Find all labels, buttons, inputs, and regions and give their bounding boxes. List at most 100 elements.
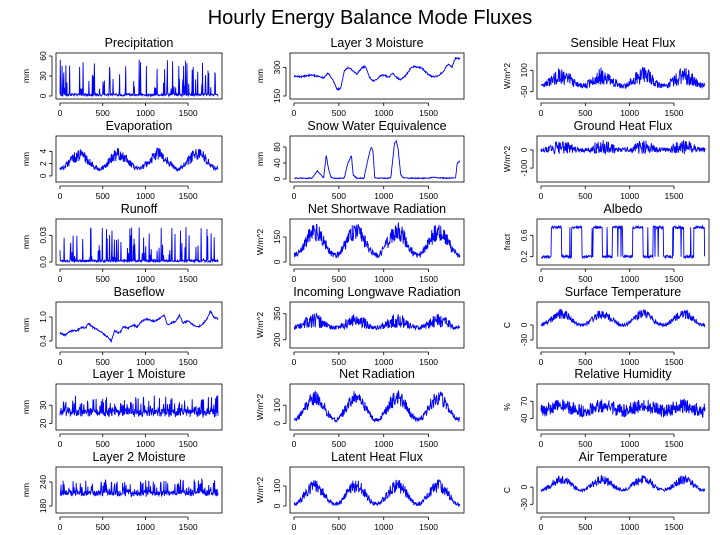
x-tick-label: 500 (332, 108, 346, 118)
panel-layer-2-moisture: Layer 2 Moisture 0 500 1000 1500 180 240 mm (21, 450, 223, 532)
y-axis-label: fract (502, 233, 512, 250)
panel-title: Layer 2 Moisture (92, 450, 185, 464)
y-axis-label: W/m^2 (255, 477, 265, 503)
series-line (540, 308, 706, 328)
panel-snow-water-equivalence: Snow Water Equivalence 0 500 1000 1500 0 40 80 m… (255, 119, 465, 201)
x-tick-label: 1000 (374, 108, 393, 118)
x-tick-label: 500 (578, 108, 592, 118)
panel-title: Incoming Longwave Radiation (293, 285, 461, 299)
panel-layer-1-moisture: Layer 1 Moisture 0 500 1000 1500 20 30 mm (21, 367, 223, 449)
panel-title: Relative Humidity (574, 367, 672, 381)
y-axis-label: mm (21, 152, 31, 166)
plot-frame (55, 135, 223, 183)
x-tick-label: 1500 (665, 191, 684, 201)
x-tick-label: 500 (96, 357, 110, 367)
x-tick-label: 1500 (665, 108, 684, 118)
plot-frame (536, 301, 710, 349)
plot-frame (536, 135, 710, 183)
y-tick-label: 100 (272, 479, 282, 493)
x-tick-label: 1000 (136, 357, 155, 367)
series-line (293, 139, 461, 180)
x-tick-label: 1500 (179, 191, 198, 201)
panel-ground-heat-flux: Ground Heat Flux 0 500 1000 1500 -100 0 W/m^2 (502, 119, 710, 201)
panel-title: Air Temperature (579, 450, 668, 464)
x-tick-label: 1500 (419, 191, 438, 201)
x-tick-label: 0 (539, 191, 544, 201)
panel-title: Layer 3 Moisture (330, 36, 423, 50)
series-line (541, 224, 706, 260)
y-tick-label: 0.6 (519, 229, 529, 241)
plot-frame (55, 52, 223, 100)
panel-title: Layer 1 Moisture (92, 367, 185, 381)
y-tick-label: 40 (519, 413, 529, 423)
y-tick-label: 200 (272, 332, 282, 346)
x-tick-label: 1000 (620, 439, 639, 449)
x-tick-label: 500 (332, 439, 346, 449)
y-tick-label: 30 (38, 71, 48, 81)
plot-frame (536, 218, 710, 266)
y-tick-label: 0 (519, 147, 529, 152)
y-tick-label: 0 (38, 173, 48, 178)
y-tick-label: 180 (38, 499, 48, 513)
y-tick-label: 0 (272, 259, 282, 264)
x-tick-label: 1000 (136, 191, 155, 201)
y-tick-label: 350 (272, 306, 282, 320)
x-tick-label: 500 (578, 439, 592, 449)
series-line (540, 67, 706, 90)
panel-title: Snow Water Equivalence (307, 119, 446, 133)
panel-precipitation: Precipitation 0 500 1000 1500 0 30 60 mm (21, 36, 223, 118)
y-tick-label: 0 (519, 322, 529, 327)
series-line (293, 389, 460, 424)
y-tick-label: 30 (38, 400, 48, 410)
y-axis-label: % (502, 403, 512, 411)
x-tick-label: 0 (539, 439, 544, 449)
x-tick-label: 500 (578, 191, 592, 201)
x-tick-label: 1500 (665, 439, 684, 449)
panel-evaporation: Evaporation 0 500 1000 1500 0 2 4 mm (21, 119, 223, 201)
x-tick-label: 0 (58, 439, 63, 449)
y-tick-label: 0 (519, 485, 529, 490)
x-tick-label: 500 (332, 522, 346, 532)
panel-title: Baseflow (114, 285, 166, 299)
plot-frame (289, 383, 465, 431)
x-tick-label: 1500 (665, 274, 684, 284)
y-axis-label: W/m^2 (255, 394, 265, 420)
x-tick-label: 0 (539, 274, 544, 284)
series-line (293, 221, 461, 259)
plot-frame (55, 383, 223, 431)
x-tick-label: 0 (292, 439, 297, 449)
x-tick-label: 1500 (665, 522, 684, 532)
y-tick-label: -30 (519, 498, 529, 511)
x-tick-label: 500 (96, 274, 110, 284)
series-line (59, 146, 219, 172)
y-axis-label: W/m^2 (255, 312, 265, 338)
plot-frame (289, 466, 465, 514)
x-tick-label: 1000 (620, 191, 639, 201)
y-axis-label: C (502, 322, 512, 328)
series-line (293, 312, 461, 332)
x-tick-label: 0 (292, 274, 297, 284)
x-tick-label: 500 (96, 439, 110, 449)
y-tick-label: 0 (272, 176, 282, 181)
panel-runoff: Runoff 0 500 1000 1500 0.0 0.03 mm (21, 202, 223, 284)
series-line (540, 475, 706, 494)
x-tick-label: 1000 (136, 274, 155, 284)
x-tick-label: 500 (578, 274, 592, 284)
panel-albedo: Albedo 0 500 1000 1500 0.2 0.6 fract (502, 202, 710, 284)
y-tick-label: 150 (272, 89, 282, 103)
plot-frame (55, 301, 223, 349)
x-tick-label: 1500 (179, 522, 198, 532)
x-tick-label: 500 (578, 357, 592, 367)
x-tick-label: 500 (96, 191, 110, 201)
panel-baseflow: Baseflow 0 500 1000 1500 0.4 1.0 mm (21, 285, 223, 367)
x-tick-label: 0 (58, 357, 63, 367)
plot-frame (536, 383, 710, 431)
panel-title: Surface Temperature (565, 285, 682, 299)
x-tick-label: 1000 (136, 439, 155, 449)
panel-surface-temperature: Surface Temperature 0 500 1000 1500 -30 0 C (502, 285, 710, 367)
panel-incoming-longwave-radiation: Incoming Longwave Radiation 0 500 1000 1500 2… (255, 285, 465, 367)
y-tick-label: 0 (272, 503, 282, 508)
x-tick-label: 1500 (419, 439, 438, 449)
y-tick-label: 0.2 (519, 250, 529, 262)
y-axis-label: mm (21, 400, 31, 414)
